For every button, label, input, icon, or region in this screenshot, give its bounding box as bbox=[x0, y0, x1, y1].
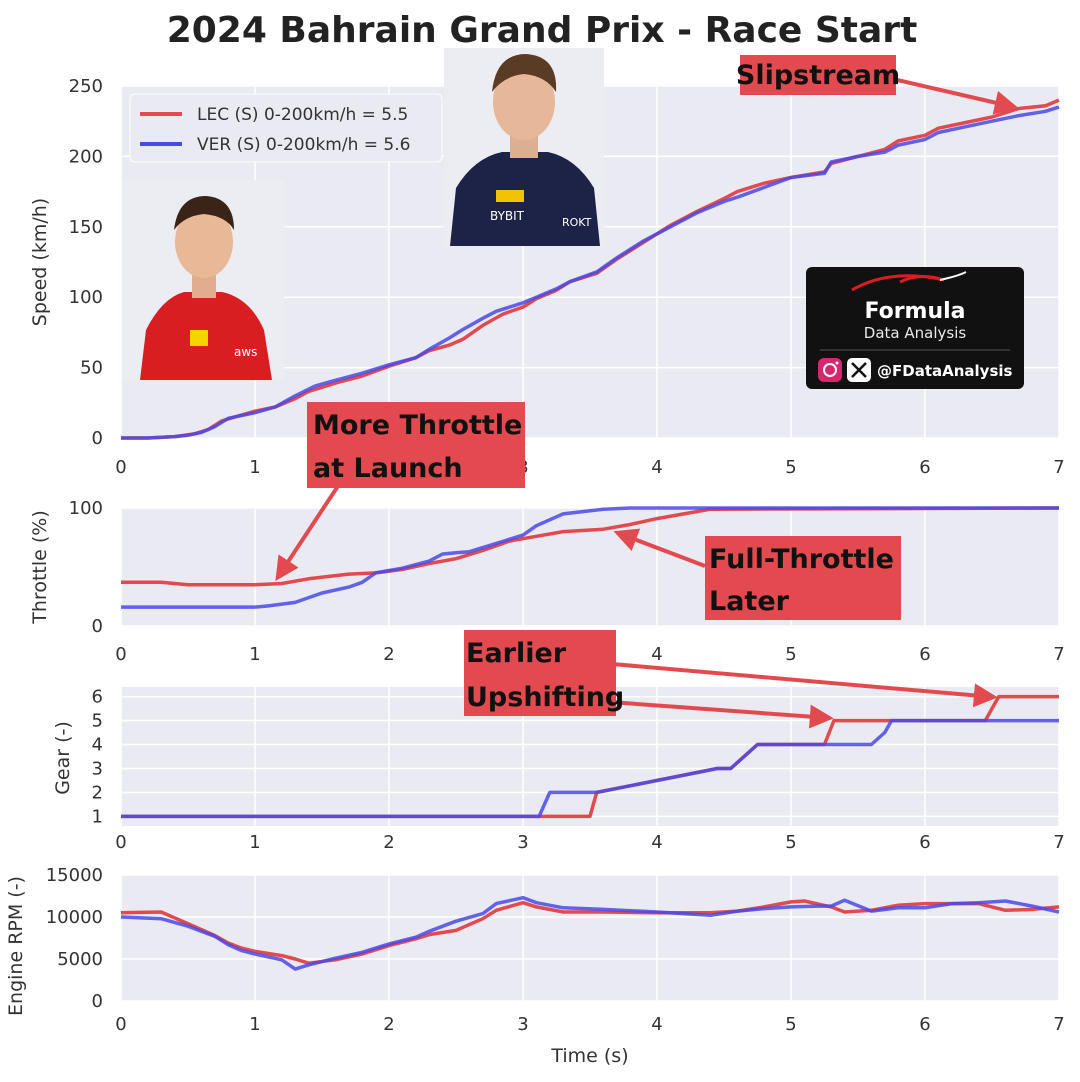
chart-title: 2024 Bahrain Grand Prix - Race Start bbox=[167, 10, 918, 51]
instagram-icon bbox=[818, 358, 842, 382]
more-throttle-arrow bbox=[275, 484, 340, 582]
throttle-x-tick-label: 6 bbox=[919, 644, 930, 665]
gear-x-tick-label: 0 bbox=[115, 832, 126, 853]
ver-rpm-line bbox=[120, 895, 1060, 971]
rpm-x-tick-label: 1 bbox=[249, 1014, 260, 1035]
speed-y-tick-label: 100 bbox=[69, 287, 103, 308]
svg-text:BYBIT: BYBIT bbox=[490, 209, 525, 223]
more-throttle-text: at Launch bbox=[313, 453, 463, 484]
earlier-upshift-arrow bbox=[609, 700, 834, 729]
gear-x-tick-label: 7 bbox=[1053, 832, 1064, 853]
earlier-upshift-text: Upshifting bbox=[466, 682, 624, 713]
gear-x-tick-label: 3 bbox=[517, 832, 528, 853]
throttle-x-tick-label: 0 bbox=[115, 644, 126, 665]
speed-y-axis-label: Speed (km/h) bbox=[29, 198, 51, 326]
rpm-y-tick-label: 5000 bbox=[57, 949, 103, 970]
gear-x-tick-label: 6 bbox=[919, 832, 930, 853]
slipstream-box bbox=[740, 55, 896, 95]
gear-y-tick-label: 1 bbox=[92, 806, 103, 827]
rpm-x-tick-label: 7 bbox=[1053, 1014, 1064, 1035]
rpm-x-tick-label: 3 bbox=[517, 1014, 528, 1035]
x-axis-label: Time (s) bbox=[550, 1045, 628, 1067]
speed-y-tick-label: 50 bbox=[80, 358, 103, 379]
full-throttle-box bbox=[705, 536, 901, 620]
earlier-upshift-text: Earlier bbox=[466, 638, 567, 669]
legend-entry-ver: VER (S) 0-200km/h = 5.6 bbox=[197, 135, 410, 155]
gear-y-tick-label: 3 bbox=[92, 758, 103, 779]
rpm-x-tick-label: 0 bbox=[115, 1014, 126, 1035]
gear-y-tick-label: 6 bbox=[92, 687, 103, 708]
slipstream-arrow bbox=[879, 74, 1019, 115]
throttle-y-axis-label: Throttle (%) bbox=[29, 510, 51, 624]
earlier-upshift-annotation: Earlier Upshifting bbox=[464, 630, 998, 729]
throttle-x-tick-label: 4 bbox=[651, 644, 662, 665]
speed-y-tick-label: 200 bbox=[69, 146, 103, 167]
speed-x-tick-label: 1 bbox=[249, 457, 260, 478]
throttle-y-tick-label: 100 bbox=[69, 498, 103, 519]
formula-data-analysis-logo: Formula Data Analysis @FDataAnalysis bbox=[806, 267, 1024, 389]
rpm-y-tick-label: 0 bbox=[92, 991, 103, 1012]
full-throttle-annotation: Full-Throttle Later bbox=[613, 528, 901, 620]
rpm-x-tick-label: 6 bbox=[919, 1014, 930, 1035]
social-handle: @FDataAnalysis bbox=[877, 362, 1013, 380]
rpm-x-tick-label: 4 bbox=[651, 1014, 662, 1035]
ver-throttle-line bbox=[121, 506, 1059, 609]
throttle-x-tick-label: 1 bbox=[249, 644, 260, 665]
gear-y-axis-label: Gear (-) bbox=[52, 721, 74, 795]
gear-x-tick-label: 4 bbox=[651, 832, 662, 853]
earlier-upshift-arrow bbox=[565, 658, 998, 708]
rpm-plot-area bbox=[121, 875, 1059, 1001]
rpm-y-tick-label: 15000 bbox=[46, 865, 103, 886]
gear-x-tick-label: 5 bbox=[785, 832, 796, 853]
legend-entry-lec: LEC (S) 0-200km/h = 5.5 bbox=[197, 105, 408, 125]
full-throttle-text: Later bbox=[709, 586, 790, 617]
throttle-x-tick-label: 5 bbox=[785, 644, 796, 665]
rpm-y-tick-label: 10000 bbox=[46, 907, 103, 928]
speed-x-tick-label: 7 bbox=[1053, 457, 1064, 478]
speed-y-tick-label: 0 bbox=[92, 428, 103, 449]
ver-speed-line bbox=[121, 105, 1060, 440]
rpm-x-tick-label: 2 bbox=[383, 1014, 394, 1035]
earlier-upshift-box bbox=[464, 630, 616, 716]
speed-y-tick-label: 150 bbox=[69, 217, 103, 238]
legend: LEC (S) 0-200km/h = 5.5 VER (S) 0-200km/h… bbox=[129, 93, 443, 163]
lec-throttle-line bbox=[121, 506, 1060, 587]
rpm-panel: 0 1 2 3 4 5 6 7 0 5000 10000 15000 Engine RPM (-) bbox=[5, 865, 1065, 1035]
full-throttle-text: Full-Throttle bbox=[709, 544, 894, 575]
slipstream-annotation: Slipstream bbox=[736, 55, 1019, 115]
logo-subtitle: Data Analysis bbox=[864, 324, 967, 342]
speed-x-tick-label: 4 bbox=[651, 457, 662, 478]
speed-x-tick-label: 0 bbox=[115, 457, 126, 478]
speed-x-tick-label: 5 bbox=[785, 457, 796, 478]
gear-y-tick-label: 5 bbox=[92, 711, 103, 732]
x-icon bbox=[847, 358, 871, 382]
throttle-plot-area bbox=[121, 508, 1059, 626]
throttle-x-tick-label: 2 bbox=[383, 644, 394, 665]
gear-x-tick-label: 1 bbox=[249, 832, 260, 853]
more-throttle-annotation: More Throttle at Launch bbox=[275, 402, 525, 582]
speed-y-tick-label: 250 bbox=[69, 76, 103, 97]
lec-rpm-line bbox=[120, 899, 1060, 965]
verstappen-photo: BYBIT ROKT bbox=[444, 48, 604, 246]
rpm-x-tick-label: 5 bbox=[785, 1014, 796, 1035]
rpm-y-axis-label: Engine RPM (-) bbox=[5, 876, 27, 1016]
gear-y-tick-label: 2 bbox=[92, 782, 103, 803]
throttle-y-tick-label: 0 bbox=[92, 616, 103, 637]
speed-x-tick-label: 6 bbox=[919, 457, 930, 478]
more-throttle-box bbox=[307, 402, 525, 488]
throttle-x-tick-label: 7 bbox=[1053, 644, 1064, 665]
leclerc-photo: aws bbox=[122, 180, 284, 380]
ver-gear-line bbox=[121, 718, 1059, 819]
svg-text:ROKT: ROKT bbox=[562, 216, 592, 229]
more-throttle-text: More Throttle bbox=[313, 410, 522, 441]
logo-title: Formula bbox=[864, 299, 965, 324]
gear-y-tick-label: 4 bbox=[92, 735, 103, 756]
svg-text:aws: aws bbox=[234, 345, 257, 359]
legend-box bbox=[129, 93, 443, 163]
gear-x-tick-label: 2 bbox=[383, 832, 394, 853]
full-throttle-arrow bbox=[613, 528, 706, 568]
slipstream-text: Slipstream bbox=[736, 60, 900, 91]
